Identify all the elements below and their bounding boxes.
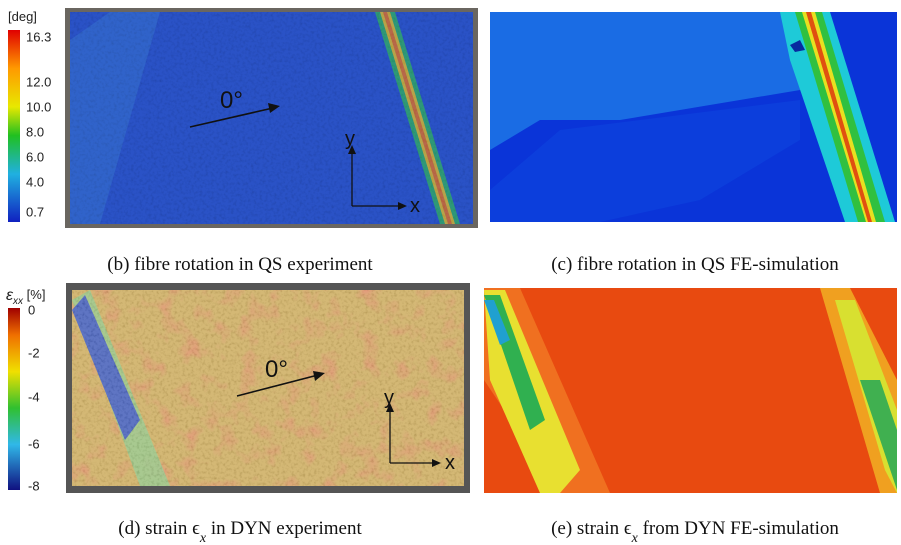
- colorbar-tick-label: 4.0: [26, 174, 44, 189]
- colorbar-tick-label: 0: [28, 302, 35, 317]
- caption-text: in DYN experiment: [206, 518, 362, 539]
- colorbar: [8, 30, 20, 222]
- colorbar-title: εxx [%]: [6, 287, 45, 307]
- caption: (b) fibre rotation in QS experiment: [107, 254, 373, 275]
- caption-text: (e) strain ϵ: [551, 518, 632, 539]
- axis-label-x: x: [410, 195, 420, 217]
- colorbar-tick-label: 10.0: [26, 99, 51, 114]
- caption-text: from DYN FE-simulation: [638, 518, 840, 539]
- caption: (c) fibre rotation in QS FE-simulation: [551, 254, 839, 275]
- axis-label-x: x: [445, 452, 455, 474]
- caption-text: (b) fibre rotation in QS experiment: [107, 254, 373, 275]
- colorbar-tick-label: 16.3: [26, 29, 51, 44]
- colorbar-title: [deg]: [8, 9, 37, 24]
- colorbar-title-text: [%]: [23, 287, 45, 302]
- colorbar-tick-label: 8.0: [26, 124, 44, 139]
- caption-text: (d) strain ϵ: [118, 518, 200, 539]
- colorbar: [8, 308, 20, 490]
- figure: (b) fibre rotation in QS experiment [deg]…: [0, 0, 901, 545]
- angle-label: 0°: [220, 87, 243, 114]
- angle-label: 0°: [265, 356, 288, 383]
- colorbar-tick-label: -6: [28, 436, 40, 451]
- panel-c-image: [490, 12, 897, 222]
- caption: (d) strain ϵx in DYN experiment: [118, 518, 362, 545]
- caption: (e) strain ϵx from DYN FE-simulation: [551, 518, 839, 545]
- colorbar-tick-label: 12.0: [26, 74, 51, 89]
- axis-label-y: y: [384, 387, 394, 409]
- caption-text: (c) fibre rotation in QS FE-simulation: [551, 254, 839, 275]
- axis-label-y: y: [345, 128, 355, 150]
- colorbar-tick-label: 0.7: [26, 204, 44, 219]
- colorbar-tick-label: -4: [28, 389, 40, 404]
- colorbar-title-text: [deg]: [8, 9, 37, 24]
- panel-e-image: [484, 288, 897, 493]
- colorbar-tick-label: -2: [28, 345, 40, 360]
- colorbar-tick-label: -8: [28, 478, 40, 493]
- colorbar-tick-label: 6.0: [26, 149, 44, 164]
